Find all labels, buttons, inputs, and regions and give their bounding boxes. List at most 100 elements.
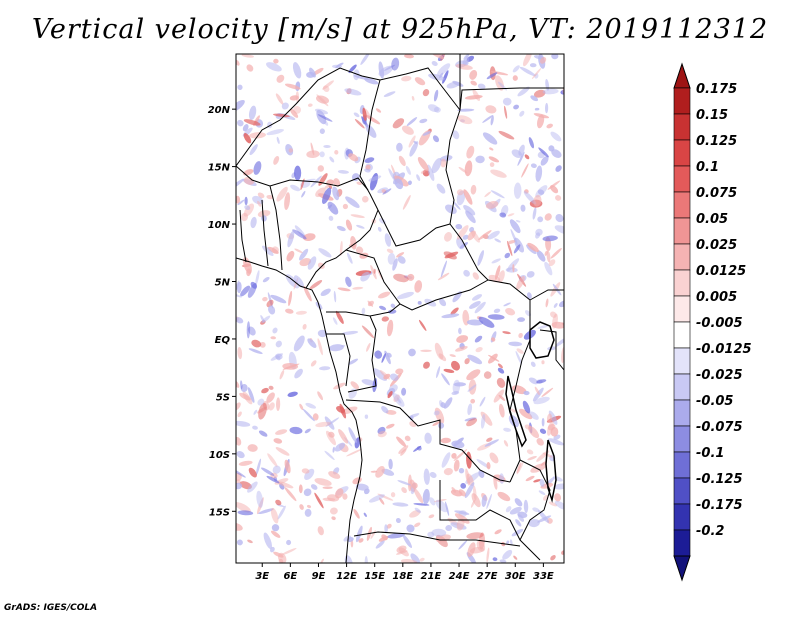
- field-speck: [237, 199, 245, 206]
- field-speck: [523, 191, 537, 205]
- field-speck: [322, 486, 333, 490]
- field-speck: [243, 203, 255, 217]
- field-speck: [381, 316, 389, 322]
- field-speck: [407, 180, 412, 186]
- colorbar-swatch: [673, 87, 691, 115]
- field-speck: [429, 497, 436, 506]
- field-speck: [268, 402, 275, 411]
- field-speck: [386, 423, 395, 429]
- field-speck: [344, 555, 353, 563]
- field-speck: [323, 119, 329, 126]
- colorbar-label: -0.005: [696, 316, 743, 331]
- field-speck: [284, 487, 297, 502]
- field-speck: [364, 108, 371, 120]
- colorbar-label: -0.075: [696, 420, 743, 435]
- field-speck: [375, 466, 385, 478]
- field-speck: [533, 55, 544, 60]
- field-speck: [488, 156, 500, 163]
- colorbar-label: -0.125: [696, 472, 743, 487]
- field-speck: [413, 503, 430, 506]
- field-speck: [527, 242, 539, 252]
- colorbar-label: 0.025: [696, 238, 737, 253]
- field-speck: [439, 400, 444, 408]
- field-speck: [312, 413, 319, 421]
- field-speck: [360, 54, 371, 65]
- field-speck: [542, 452, 553, 458]
- field-speck: [402, 195, 411, 210]
- border-togo-benin: [261, 199, 269, 267]
- field-speck: [257, 398, 265, 406]
- field-speck: [292, 229, 307, 240]
- field-speck: [290, 184, 301, 192]
- border-car: [345, 209, 489, 311]
- field-speck: [317, 338, 323, 356]
- colorbar-swatch: [673, 295, 691, 323]
- field-speck: [502, 549, 513, 560]
- field-speck: [433, 410, 440, 416]
- field-speck: [299, 403, 304, 411]
- field-speck: [386, 319, 394, 337]
- field-speck: [266, 475, 280, 484]
- field-speck: [236, 402, 241, 411]
- field-speck: [536, 250, 546, 262]
- field-speck: [317, 329, 328, 338]
- field-speck: [539, 478, 545, 487]
- field-speck: [236, 178, 245, 189]
- field-speck: [276, 74, 285, 83]
- field-speck: [384, 350, 391, 365]
- field-speck: [523, 499, 529, 513]
- footer-credit: GrADS: IGES/COLA: [4, 603, 98, 613]
- field-speck: [383, 91, 396, 97]
- lake-malawi: [545, 439, 557, 503]
- field-speck: [244, 205, 251, 211]
- colorbar-top-arrow: [673, 62, 691, 89]
- field-speck: [307, 256, 317, 270]
- colorbar-swatch: [673, 373, 691, 401]
- field-speck: [499, 473, 505, 484]
- field-speck: [351, 173, 360, 182]
- field-speck: [250, 281, 257, 289]
- field-speck: [322, 497, 336, 502]
- field-speck: [335, 488, 344, 499]
- field-speck: [541, 387, 554, 398]
- field-speck: [266, 62, 282, 72]
- field-speck: [324, 450, 335, 461]
- colorbar-swatch: [673, 425, 691, 453]
- field-speck: [547, 180, 561, 190]
- lon-tick-label: 3E: [255, 571, 269, 582]
- field-speck: [488, 354, 500, 362]
- border-niger-algeria: [236, 67, 461, 167]
- field-speck: [463, 269, 470, 277]
- field-speck: [279, 370, 285, 380]
- field-speck: [417, 156, 429, 172]
- border-angola-namibia: [353, 531, 521, 547]
- field-speck: [464, 482, 475, 499]
- field-speck: [319, 128, 325, 134]
- field-speck: [527, 455, 537, 461]
- field-speck: [246, 321, 251, 339]
- field-speck: [348, 64, 357, 74]
- field-speck: [256, 497, 264, 515]
- field-speck: [401, 75, 412, 82]
- field-speck: [533, 113, 550, 119]
- field-speck: [275, 340, 282, 348]
- field-speck: [348, 153, 359, 162]
- field-speck: [368, 494, 385, 503]
- field-speck: [482, 132, 498, 145]
- field-speck: [362, 107, 367, 121]
- field-speck: [294, 275, 304, 288]
- lon-tick-label: 24E: [449, 571, 470, 582]
- colorbar-label: -0.05: [696, 394, 733, 409]
- field-speck: [261, 315, 271, 323]
- field-speck: [547, 421, 554, 436]
- field-speck: [470, 499, 476, 508]
- field-speck: [253, 409, 258, 415]
- field-speck: [494, 529, 502, 535]
- field-speck: [397, 256, 406, 264]
- colorbar-label: 0.1: [696, 160, 719, 175]
- field-speck: [236, 59, 240, 66]
- field-speck: [364, 168, 371, 173]
- lon-tick-label: 30E: [505, 571, 526, 582]
- field-speck: [453, 382, 466, 387]
- field-speck: [466, 369, 481, 381]
